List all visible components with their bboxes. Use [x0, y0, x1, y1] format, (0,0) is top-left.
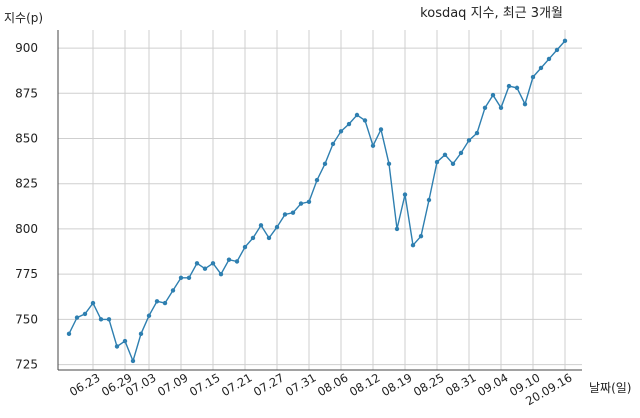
y-tick-label: 725	[15, 358, 38, 372]
x-tick-label: 07.21	[219, 370, 255, 399]
data-point	[194, 261, 200, 266]
data-point	[306, 199, 312, 205]
data-point	[410, 243, 416, 248]
x-tick-label: 07.15	[187, 370, 223, 399]
data-point	[170, 288, 176, 293]
data-point	[322, 161, 328, 167]
x-tick-label: 08.31	[443, 370, 479, 399]
data-point	[218, 271, 224, 277]
data-point	[466, 138, 472, 143]
data-point	[122, 338, 128, 344]
x-tick-label: 08.25	[411, 370, 447, 399]
y-tick-labels: 725 750 775 800 825 850 875 900	[15, 41, 38, 371]
data-point	[522, 101, 528, 107]
data-point	[386, 161, 392, 167]
data-point	[554, 47, 560, 53]
data-point	[282, 212, 288, 217]
data-point	[498, 105, 504, 110]
data-point	[362, 118, 368, 123]
x-tick-label: 06.23	[67, 370, 103, 399]
series-kosdaq	[66, 38, 568, 364]
data-point	[290, 210, 296, 215]
y-tick-label: 850	[15, 132, 38, 146]
data-point	[450, 161, 456, 167]
data-point	[274, 224, 280, 230]
data-point	[562, 38, 568, 44]
data-point	[106, 317, 112, 322]
data-point	[74, 315, 80, 320]
data-point	[538, 65, 544, 71]
data-point	[330, 141, 336, 147]
x-axis-label: 날짜(일)	[589, 381, 631, 395]
data-point	[226, 257, 232, 262]
y-axis-label: 지수(p)	[4, 11, 43, 25]
data-point	[266, 235, 272, 241]
data-point	[258, 223, 264, 228]
series-line	[68, 40, 566, 364]
data-point	[66, 331, 72, 337]
data-point	[138, 331, 144, 337]
y-tick-label: 875	[15, 86, 38, 100]
y-tick-label: 800	[15, 222, 38, 236]
data-point	[146, 313, 152, 318]
x-tick-labels: 06.2306.2907.0307.0907.1507.2107.2707.31…	[67, 370, 575, 408]
data-point	[234, 259, 240, 264]
data-point	[90, 300, 96, 306]
data-point	[354, 112, 360, 118]
data-point	[82, 311, 88, 317]
data-point	[114, 344, 120, 349]
data-point	[186, 275, 192, 280]
data-point	[458, 150, 464, 156]
data-point	[530, 74, 536, 80]
data-point	[346, 121, 352, 127]
data-point	[514, 85, 520, 91]
data-point	[338, 129, 344, 134]
data-point	[434, 159, 440, 165]
axes	[57, 30, 582, 371]
data-point	[482, 105, 488, 110]
data-point	[474, 130, 480, 136]
x-tick-label: 08.19	[379, 370, 415, 399]
data-point	[490, 92, 496, 98]
y-tick-label: 900	[15, 41, 38, 55]
grid	[58, 30, 582, 370]
y-tick-label: 750	[15, 312, 38, 326]
y-tick-label: 775	[15, 267, 38, 281]
data-point	[178, 275, 184, 280]
data-point	[314, 177, 320, 183]
data-point	[298, 201, 304, 206]
data-point	[202, 266, 208, 271]
data-point	[210, 261, 216, 266]
data-point	[546, 56, 552, 62]
data-point	[250, 235, 256, 241]
data-point	[394, 226, 400, 232]
data-point	[426, 197, 432, 203]
x-tick-label: 07.27	[251, 370, 287, 399]
data-point	[370, 143, 376, 148]
data-point	[98, 317, 104, 322]
data-point	[154, 299, 160, 304]
data-point	[442, 152, 448, 157]
x-tick-label: 07.31	[283, 370, 319, 399]
data-point	[242, 244, 248, 250]
chart-title: kosdaq 지수, 최근 3개월	[420, 6, 563, 21]
data-point	[506, 83, 512, 89]
data-point	[130, 358, 136, 364]
x-tick-label: 08.06	[315, 370, 351, 399]
x-tick-label: 07.09	[155, 370, 191, 399]
y-tick-label: 825	[15, 177, 38, 191]
data-point	[402, 192, 408, 197]
x-tick-label: 09.04	[475, 370, 511, 399]
x-tick-label: 08.12	[347, 370, 383, 399]
data-point	[162, 300, 168, 306]
data-point	[418, 233, 424, 239]
data-point	[378, 127, 384, 132]
